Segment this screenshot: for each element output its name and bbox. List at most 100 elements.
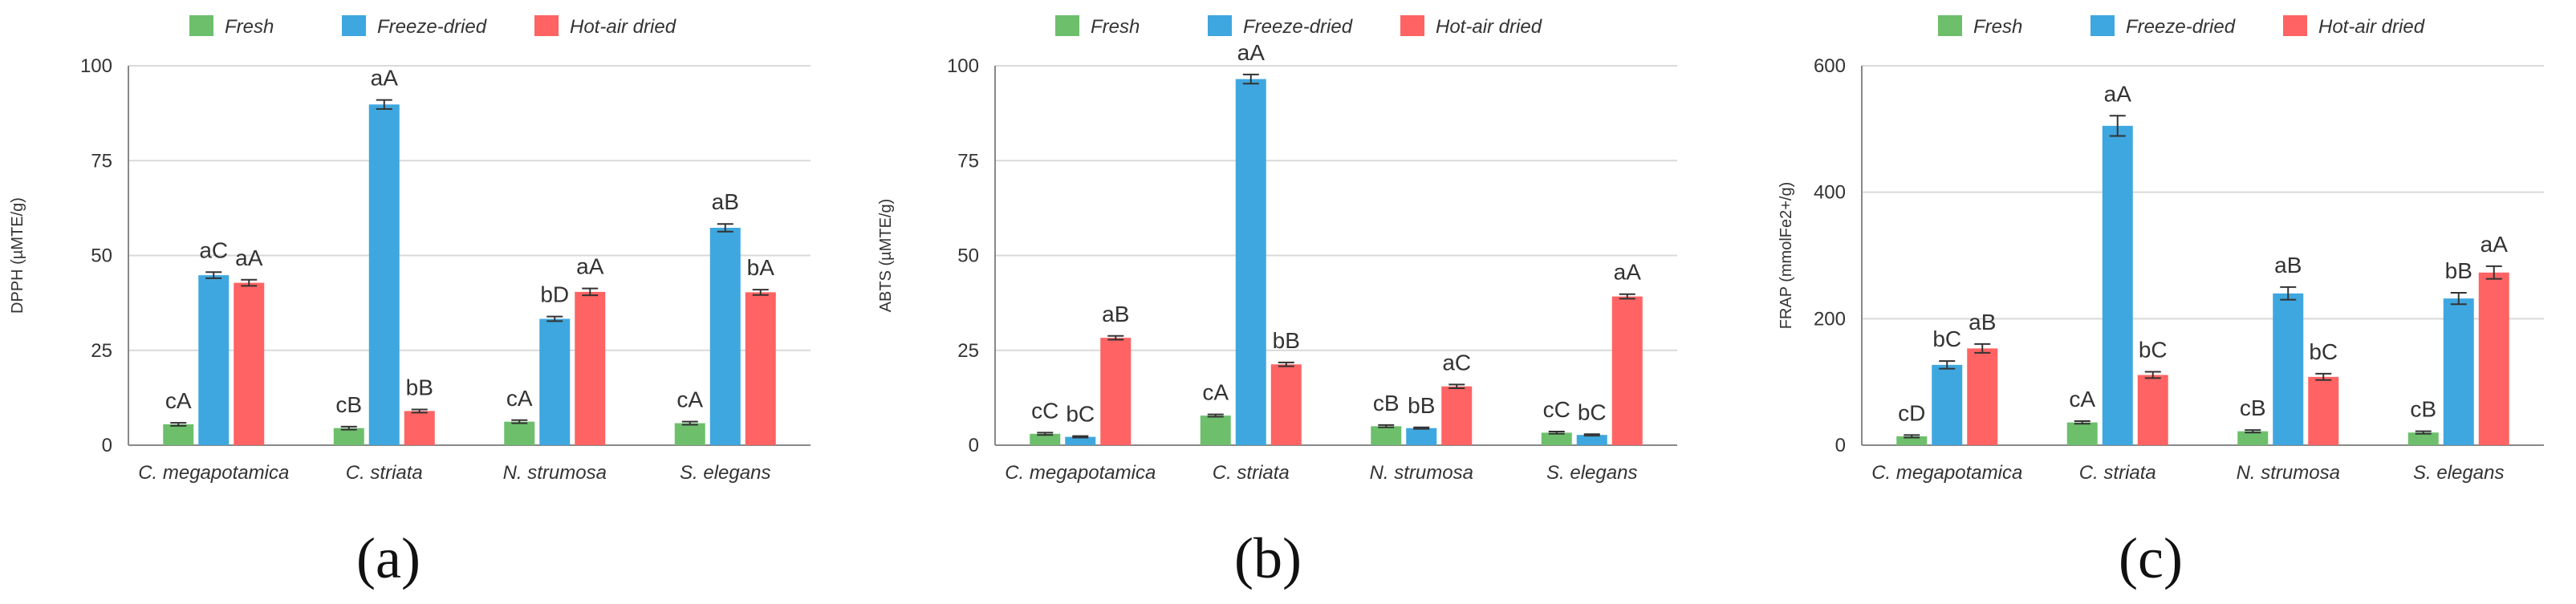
legend-swatch-freeze-dried: [342, 15, 366, 36]
bar-hot-air-dried: [2308, 376, 2339, 445]
y-tick-label: 75: [91, 150, 112, 172]
bar-freeze-dried: [2102, 125, 2133, 445]
bar-hot-air-dried: [1441, 386, 1473, 445]
bar-fresh: [333, 428, 364, 445]
significance-label: aB: [712, 189, 739, 214]
bar-freeze-dried: [1406, 428, 1437, 445]
panel-label: (b): [1234, 526, 1302, 590]
bar-fresh: [1371, 426, 1402, 445]
y-tick-label: 200: [1814, 308, 1846, 330]
legend-label: Freeze-dried: [377, 16, 487, 38]
y-tick-label: 0: [102, 435, 112, 456]
bar-fresh: [2066, 422, 2098, 445]
x-tick-label: C. striata: [2079, 462, 2156, 484]
bar-freeze-dried: [539, 318, 571, 445]
legend-swatch-hot-air-dried: [534, 15, 559, 36]
y-tick-label: 400: [1814, 182, 1846, 204]
bar-freeze-dried: [1235, 79, 1266, 446]
x-tick-label: C. striata: [346, 462, 423, 484]
legend-label: Hot-air dried: [2318, 16, 2425, 38]
bar-fresh: [1896, 436, 1928, 445]
bar-fresh: [2237, 431, 2269, 445]
y-tick-label: 25: [91, 340, 112, 362]
x-tick-label: N. strumosa: [2237, 462, 2340, 484]
chart-panel-1: 0 25 50 75 100 DPPH (µMTE/g) cA aC aA C. megapota…: [9, 15, 811, 590]
significance-label: cB: [1373, 391, 1400, 416]
bar-hot-air-dried: [2137, 375, 2168, 445]
x-tick-label: S. elegans: [680, 462, 770, 484]
significance-label: aA: [1237, 40, 1266, 65]
y-tick-label: 50: [957, 245, 979, 267]
y-tick-label: 25: [957, 340, 979, 362]
significance-label: cB: [2410, 397, 2436, 422]
bar-hot-air-dried: [1611, 296, 1643, 445]
legend-label: Fresh: [225, 16, 274, 38]
y-tick-label: 100: [80, 55, 112, 77]
bar-freeze-dried: [2443, 298, 2474, 445]
significance-label: cA: [2069, 387, 2095, 411]
legend: Fresh Freeze-dried Hot-air dried: [1055, 15, 1542, 38]
x-tick-label: S. elegans: [2413, 462, 2504, 484]
y-tick-label: 600: [1814, 55, 1846, 77]
significance-label: bB: [406, 375, 433, 400]
bar-freeze-dried: [1932, 364, 1963, 445]
bar-hot-air-dried: [404, 411, 435, 445]
significance-label: aA: [576, 254, 604, 279]
bar-freeze-dried: [2273, 293, 2304, 445]
significance-label: aC: [1442, 350, 1471, 375]
significance-label: cC: [1543, 397, 1570, 422]
y-axis-title: DPPH (µMTE/g): [9, 197, 26, 314]
legend-label: Freeze-dried: [2126, 16, 2236, 38]
bar-fresh: [1030, 433, 1061, 445]
significance-label: cB: [2240, 395, 2266, 420]
significance-label: aA: [1614, 260, 1642, 285]
legend-label: Fresh: [1973, 16, 2022, 38]
y-tick-label: 0: [1835, 435, 1846, 456]
y-tick-label: 75: [957, 150, 979, 172]
bar-fresh: [163, 424, 194, 445]
significance-label: bC: [2139, 338, 2168, 363]
significance-label: bA: [747, 255, 775, 280]
significance-label: bD: [540, 282, 569, 307]
bar-freeze-dried: [368, 104, 400, 445]
x-tick-label: C. megapotamica: [1005, 462, 1156, 484]
significance-label: aA: [235, 245, 263, 270]
x-tick-label: N. strumosa: [503, 462, 607, 484]
significance-label: bC: [1578, 399, 1607, 424]
significance-label: aA: [371, 66, 399, 91]
legend-swatch-hot-air-dried: [1400, 15, 1424, 36]
bar-freeze-dried: [198, 275, 230, 445]
significance-label: aA: [2481, 232, 2509, 257]
chart-panel-3: 0 200 400 600 FRAP (mmolFe2+/g) cD bC aB C. mega…: [1778, 15, 2544, 590]
legend-swatch-freeze-dried: [1208, 15, 1232, 36]
x-tick-label: S. elegans: [1546, 462, 1637, 484]
significance-label: bC: [1932, 326, 1961, 351]
bar-hot-air-dried: [1270, 364, 1302, 445]
x-tick-label: C. striata: [1213, 462, 1290, 484]
legend-label: Freeze-dried: [1243, 16, 1353, 38]
legend-swatch-fresh: [1938, 15, 1962, 36]
bar-fresh: [504, 421, 535, 445]
x-tick-label: N. strumosa: [1370, 462, 1473, 484]
y-tick-label: 50: [91, 245, 112, 267]
bar-freeze-dried: [1065, 436, 1096, 445]
x-tick-label: C. megapotamica: [1871, 462, 2022, 484]
significance-label: bC: [2309, 339, 2338, 364]
bar-hot-air-dried: [745, 292, 776, 445]
bar-freeze-dried: [1576, 435, 1607, 445]
bar-fresh: [1200, 416, 1231, 445]
significance-label: bB: [2445, 258, 2472, 283]
bar-fresh: [674, 423, 705, 445]
bar-hot-air-dried: [2478, 272, 2509, 445]
bar-hot-air-dried: [1100, 338, 1132, 445]
significance-label: cC: [1031, 398, 1058, 423]
y-tick-label: 0: [969, 435, 979, 456]
panel-label: (a): [356, 526, 421, 590]
y-axis-title: FRAP (mmolFe2+/g): [1778, 182, 1795, 330]
legend: Fresh Freeze-dried Hot-air dried: [1938, 15, 2425, 38]
legend-swatch-fresh: [1055, 15, 1079, 36]
bar-hot-air-dried: [1967, 348, 1998, 445]
y-axis-title: ABTS (µMTE/g): [877, 199, 895, 313]
bar-fresh: [1541, 432, 1572, 445]
